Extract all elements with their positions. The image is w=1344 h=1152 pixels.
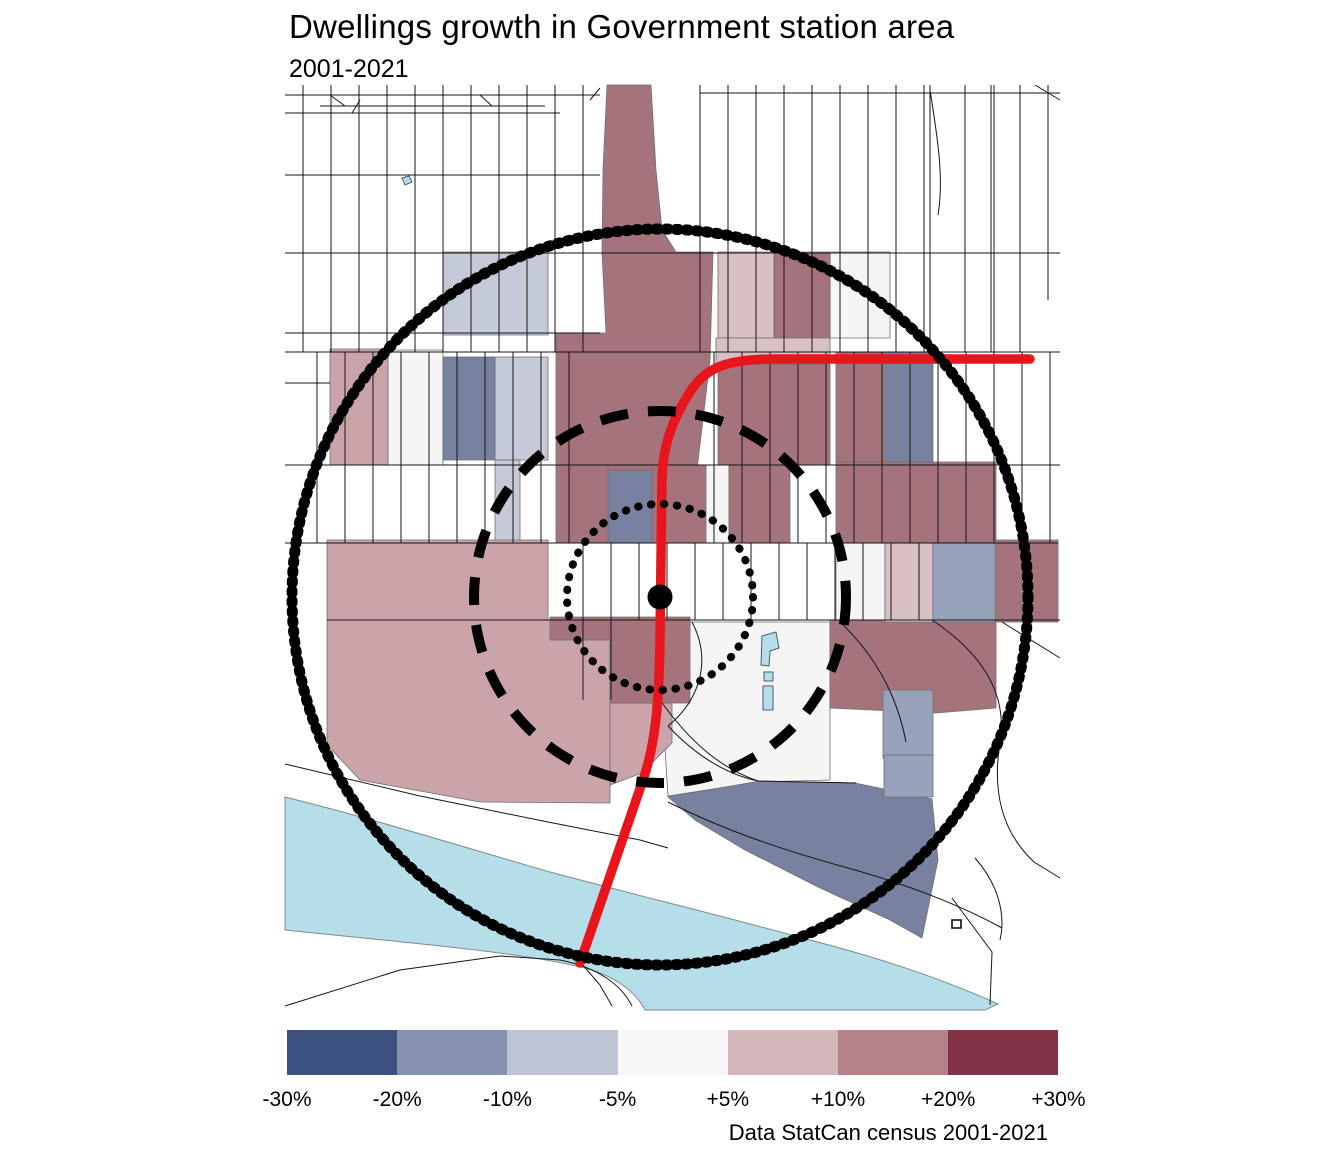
transit-line <box>575 354 1035 968</box>
road-line <box>1034 84 1061 101</box>
road-line <box>839 621 907 743</box>
legend-tick-label: -5% <box>598 1088 637 1111</box>
choropleth-patch <box>717 251 775 339</box>
legend-tick-label: -20% <box>372 1088 422 1111</box>
legend-tick-label: +30% <box>1031 1088 1086 1111</box>
ring-outer-solid <box>286 223 1034 971</box>
legend-swatch <box>287 1030 398 1075</box>
building-footprint <box>951 919 962 929</box>
road-line <box>951 897 993 1006</box>
legend-swatch-row <box>287 1030 1059 1075</box>
choropleth-patch <box>607 464 653 544</box>
choropleth-patch <box>494 356 549 461</box>
road-line <box>351 99 361 114</box>
choropleth-patch <box>717 363 831 466</box>
page-subtitle: 2001-2021 <box>289 55 409 83</box>
pond <box>760 631 780 667</box>
legend-tick-label: +20% <box>921 1088 976 1111</box>
road-line <box>659 699 759 782</box>
river <box>284 796 1000 1011</box>
legend-tick-label: +10% <box>810 1088 866 1111</box>
road-line <box>667 801 1003 929</box>
road-line <box>479 94 493 107</box>
road-line <box>284 763 669 849</box>
road-line <box>581 963 613 1007</box>
legend-tick-label: +5% <box>706 1088 750 1111</box>
road-line <box>284 955 633 1007</box>
choropleth-patch <box>883 754 934 798</box>
road-line <box>929 89 941 216</box>
page-title: Dwellings growth in Government station a… <box>289 8 955 45</box>
choropleth-patch <box>387 349 444 466</box>
legend-tick-label: -10% <box>482 1088 532 1111</box>
road-line <box>974 857 1003 941</box>
legend-swatch <box>397 1030 508 1075</box>
legend-swatch <box>507 1030 618 1075</box>
road-line <box>589 87 601 101</box>
choropleth-patch <box>555 464 609 544</box>
road-line <box>667 725 759 782</box>
choropleth-patch <box>932 542 996 623</box>
choropleth-patch <box>326 539 611 804</box>
ring-inner-dotted <box>563 500 757 694</box>
choropleth-patch <box>835 351 885 463</box>
pond <box>401 175 413 186</box>
choropleth-patch <box>442 356 496 461</box>
ring-middle-dashed <box>469 406 851 788</box>
legend-tick-label: -30% <box>262 1088 312 1111</box>
legend-swatch <box>948 1030 1059 1075</box>
choropleth-patch <box>555 84 714 471</box>
pond <box>763 671 774 682</box>
choropleth-patch <box>728 464 791 544</box>
choropleth-patch <box>884 542 934 623</box>
legend-swatch <box>727 1030 838 1075</box>
choropleth-patch <box>882 689 934 759</box>
choropleth-patch <box>884 351 934 463</box>
choropleth-patch <box>829 251 891 339</box>
color-scale-legend: -30% -20% -10% -5% +5% +10% +20% +30% <box>262 1030 1086 1111</box>
legend-swatch <box>617 1030 728 1075</box>
station-marker <box>647 584 673 610</box>
legend-swatch <box>837 1030 949 1075</box>
road-line <box>757 780 857 784</box>
data-source-caption: Data StatCan census 2001-2021 <box>728 1120 1048 1145</box>
choropleth-patch <box>835 461 997 544</box>
pond <box>762 685 774 711</box>
road-line <box>329 94 346 107</box>
